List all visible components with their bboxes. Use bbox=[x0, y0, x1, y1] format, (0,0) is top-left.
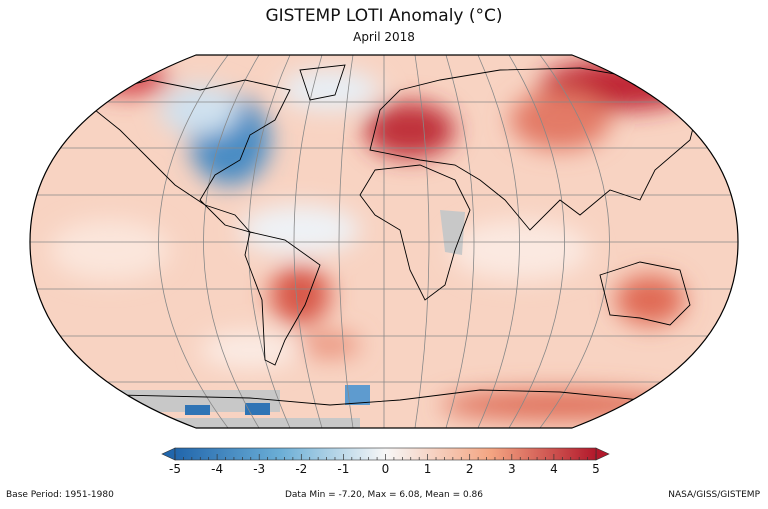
map-title: GISTEMP LOTI Anomaly (°C) bbox=[265, 6, 503, 26]
colorbar-tick-label: 5 bbox=[592, 462, 600, 476]
data-stats: Data Min = -7.20, Max = 6.08, Mean = 0.8… bbox=[284, 490, 484, 500]
colorbar bbox=[161, 447, 610, 461]
colorbar-under-arrow bbox=[161, 447, 176, 461]
colorbar-tick-label: 0 bbox=[381, 462, 390, 476]
graticule bbox=[30, 55, 738, 428]
colorbar-tick-label: 3 bbox=[507, 462, 516, 476]
colorbar-tick-label: -2 bbox=[295, 462, 308, 476]
colorbar-tick-label: 4 bbox=[550, 462, 558, 476]
colorbar-tick-label: 2 bbox=[465, 462, 474, 476]
colorbar-tick-label: -3 bbox=[253, 462, 266, 476]
source-credit: NASA/GISS/GISTEMP bbox=[668, 490, 760, 500]
map-border bbox=[29, 54, 739, 429]
colorbar-tick-label: -5 bbox=[169, 462, 181, 476]
colorbar-over-arrow bbox=[595, 447, 610, 461]
anomaly-field bbox=[30, 55, 738, 428]
map-subtitle: April 2018 bbox=[353, 30, 415, 44]
base-period: Base Period: 1951-1980 bbox=[6, 490, 114, 500]
colorbar-tick-label: 1 bbox=[423, 462, 432, 476]
colorbar-tick-label: -1 bbox=[337, 462, 350, 476]
colorbar-tick-label: -4 bbox=[211, 462, 224, 476]
